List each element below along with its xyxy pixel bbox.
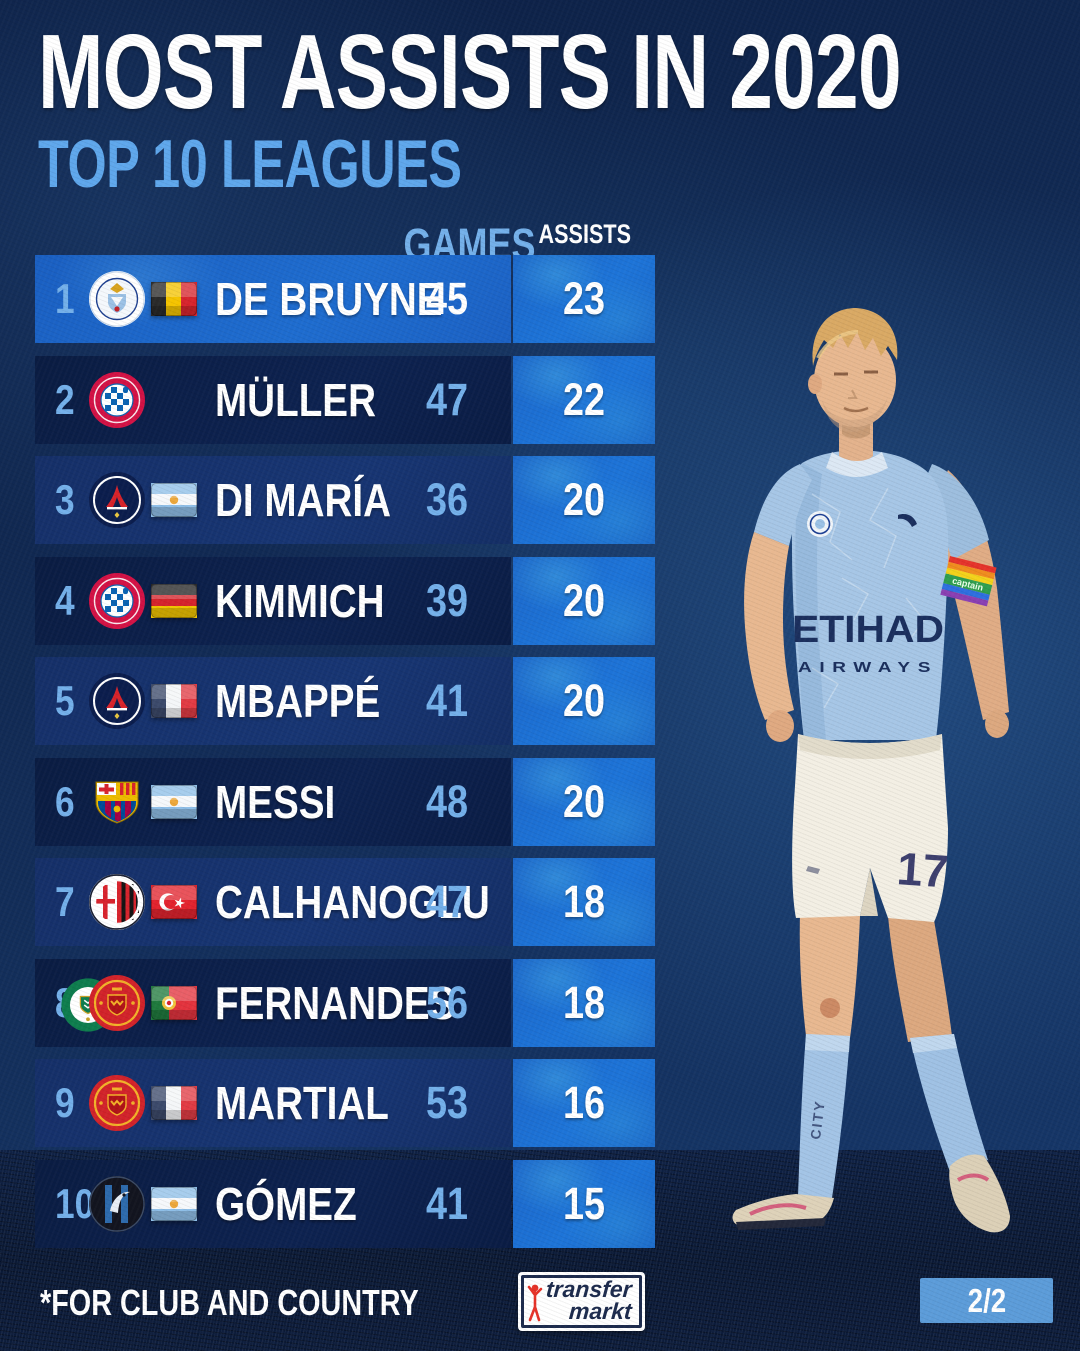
row-main-cell: 7 CALHANOGLU 47 xyxy=(35,858,511,946)
assists-cell: 18 xyxy=(513,958,655,1047)
games-value: 48 xyxy=(425,775,469,827)
player-name: FERNANDES xyxy=(215,976,456,1029)
barcelona-badge xyxy=(88,773,146,831)
turkey-flag-icon xyxy=(151,885,197,919)
player-name: MESSI xyxy=(215,775,336,828)
bayern-munich-badge xyxy=(88,572,146,630)
player-name: DI MARÍA xyxy=(215,474,392,526)
rank-label: 7 xyxy=(55,878,75,925)
transfermarkt-logo: transfer markt xyxy=(518,1272,645,1331)
rank-label: 1 xyxy=(55,275,75,322)
games-value: 39 xyxy=(425,574,469,626)
player-name: CALHANOGLU xyxy=(215,876,490,928)
table-row: 10 GÓMEZ 41 15 xyxy=(35,1159,655,1248)
games-value: 45 xyxy=(425,273,469,324)
table-row: 3 DI MARÍA 36 20 xyxy=(35,456,655,544)
captain-armband: captain xyxy=(940,556,997,607)
argentina-flag-icon xyxy=(151,1186,197,1221)
portugal-flag-icon xyxy=(151,985,197,1020)
rank-label: 6 xyxy=(55,777,75,825)
page-indicator[interactable]: 2/2 xyxy=(920,1278,1053,1323)
table-row: 5 MBAPPÉ 41 20 xyxy=(35,657,655,745)
assists-cell: 20 xyxy=(513,456,655,544)
row-main-cell: 6 MESSI 48 xyxy=(35,757,511,846)
france-flag-icon xyxy=(151,684,197,718)
games-value: 36 xyxy=(425,474,469,525)
page-subtitle: TOP 10 LEAGUES xyxy=(38,126,462,202)
rank-label: 5 xyxy=(55,677,75,724)
assists-cell: 22 xyxy=(513,355,655,444)
transfermarkt-figure-icon xyxy=(527,1284,543,1321)
row-main-cell: 5 MBAPPÉ 41 xyxy=(35,657,511,745)
assists-cell: 18 xyxy=(513,858,655,946)
manchester-united-badge xyxy=(61,974,146,1032)
page-title: MOST ASSISTS IN 2020 xyxy=(38,13,902,131)
bayern-munich-badge xyxy=(88,371,146,429)
player-name: GÓMEZ xyxy=(215,1177,357,1230)
rank-label: 2 xyxy=(55,375,75,423)
games-value: 47 xyxy=(425,876,469,927)
table-row: 4 KIMMICH 39 20 xyxy=(35,556,655,645)
row-main-cell: 1 DE BRUYNE 45 xyxy=(35,255,511,343)
assists-cell: 20 xyxy=(513,657,655,745)
argentina-flag-icon xyxy=(151,483,197,517)
table-row: 6 MESSI 48 20 xyxy=(35,757,655,846)
ac-milan-badge xyxy=(88,873,146,931)
table-row: 1 DE BRUYNE 45 23 xyxy=(35,255,655,343)
belgium-flag-icon xyxy=(151,282,197,316)
player-name: MÜLLER xyxy=(215,373,376,426)
assists-cell: 16 xyxy=(513,1059,655,1147)
germany-flag-icon xyxy=(151,583,197,618)
column-header-assists: ASSISTS xyxy=(538,219,631,249)
rank-label: 3 xyxy=(55,476,75,523)
row-main-cell: 10 GÓMEZ 41 xyxy=(35,1159,511,1248)
svg-text:AIRWAYS: AIRWAYS xyxy=(798,659,938,676)
games-value: 53 xyxy=(425,1077,469,1128)
games-value: 41 xyxy=(425,1177,469,1229)
france-flag-icon xyxy=(151,1086,197,1120)
svg-text:17: 17 xyxy=(895,842,950,897)
games-value: 56 xyxy=(425,976,469,1028)
player-name: DE BRUYNE xyxy=(215,273,443,325)
rank-label: 10 xyxy=(55,1179,95,1227)
games-value: 41 xyxy=(425,675,469,726)
atalanta-badge xyxy=(88,1175,146,1233)
assists-cell: 15 xyxy=(513,1159,655,1248)
table-row: 2 MÜLLER 47 22 xyxy=(35,355,655,444)
rank-label: 4 xyxy=(55,576,75,624)
svg-text:CITY: CITY xyxy=(807,1099,828,1141)
psg-badge xyxy=(88,672,146,730)
player-photo: CITY ETIHAD AIRWAYS xyxy=(732,308,1010,1233)
footnote: *FOR CLUB AND COUNTRY xyxy=(40,1282,419,1323)
assists-cell: 20 xyxy=(513,556,655,645)
rank-label: 9 xyxy=(55,1079,75,1126)
psg-badge xyxy=(88,471,146,529)
assists-cell: 20 xyxy=(513,757,655,846)
games-value: 47 xyxy=(425,373,469,425)
assists-cell: 23 xyxy=(513,255,655,343)
player-name: MBAPPÉ xyxy=(215,675,381,727)
row-main-cell: 3 DI MARÍA 36 xyxy=(35,456,511,544)
table-row: 9 MARTIAL 53 16 xyxy=(35,1059,655,1147)
row-main-cell: 9 MARTIAL 53 xyxy=(35,1059,511,1147)
player-name: KIMMICH xyxy=(215,574,385,627)
argentina-flag-icon xyxy=(151,784,197,819)
row-main-cell: 2 MÜLLER 47 xyxy=(35,355,511,444)
svg-text:ETIHAD: ETIHAD xyxy=(792,609,944,651)
assists-table: 1 DE BRUYNE 45 23 2 MÜLLER 47 22 3 DI MARÍA 36 20 4 K… xyxy=(35,255,655,1260)
manchester-united-badge xyxy=(88,1074,146,1132)
logo-line2: markt xyxy=(568,1297,633,1324)
manchester-city-badge xyxy=(88,270,146,328)
player-name: MARTIAL xyxy=(215,1077,389,1129)
row-main-cell: 4 KIMMICH 39 xyxy=(35,556,511,645)
table-row: 7 CALHANOGLU 47 18 xyxy=(35,858,655,946)
